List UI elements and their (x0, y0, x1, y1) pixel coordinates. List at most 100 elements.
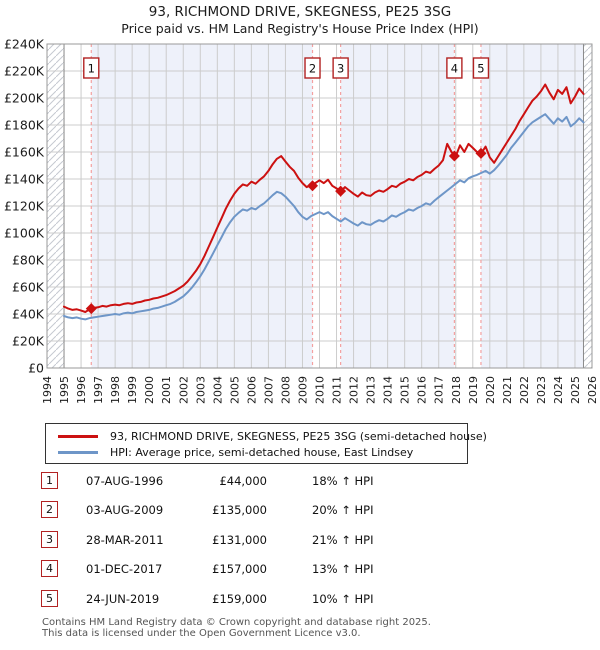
property-series-line (63, 83, 585, 313)
x-axis-label: 2016 (416, 376, 429, 404)
sale-number-badge: 3 (41, 531, 58, 548)
sale-date: 01-DEC-2017 (86, 562, 163, 576)
y-axis-label: £120K (4, 199, 45, 214)
x-axis-label: 1998 (109, 376, 122, 404)
sale-price: £157,000 (212, 562, 267, 576)
sale-hpi-delta: 20% ↑ HPI (312, 503, 374, 517)
x-axis-label: 2019 (467, 376, 480, 404)
y-axis-label: £240K (4, 37, 45, 52)
sale-number-badge: 2 (41, 501, 58, 518)
legend-label-hpi: HPI: Average price, semi-detached house,… (110, 445, 414, 459)
sale-hpi-delta: 13% ↑ HPI (312, 562, 374, 576)
sale-hpi-delta: 18% ↑ HPI (312, 474, 374, 488)
sale-number-box (472, 57, 490, 79)
sale-number-box (446, 57, 463, 79)
x-axis-label: 1997 (92, 376, 105, 404)
y-axis-label: £80K (12, 253, 45, 268)
x-axis-label: 2007 (262, 376, 275, 404)
x-axis-label: 2004 (211, 376, 224, 404)
sale-number-box-label: 1 (88, 62, 95, 76)
x-axis-label: 2001 (160, 376, 173, 404)
x-axis-label: 1995 (58, 376, 71, 404)
x-axis-label: 2008 (279, 376, 292, 404)
sale-row-3: 3 28-MAR-2011 £131,000 21% ↑ HPI (0, 531, 600, 551)
hpi-series-line (63, 113, 585, 321)
page-subtitle: Price paid vs. HM Land Registry's House … (121, 21, 479, 36)
sale-number-badge: 5 (41, 590, 58, 607)
chart-legend: 93, RICHMOND DRIVE, SKEGNESS, PE25 3SG (… (45, 423, 487, 464)
y-axis-label: £140K (4, 172, 45, 187)
y-axis-label: £20K (12, 334, 45, 349)
sale-date: 03-AUG-2009 (86, 503, 164, 517)
sale-number-box-label: 3 (337, 62, 344, 76)
sale-number-badge: 1 (41, 472, 58, 489)
sale-date: 28-MAR-2011 (86, 533, 164, 547)
x-axis-label: 1994 (41, 376, 54, 404)
page-title: 93, RICHMOND DRIVE, SKEGNESS, PE25 3SG (148, 4, 452, 20)
x-axis-label: 2017 (433, 376, 446, 404)
x-axis-label: 2009 (296, 376, 309, 404)
x-axis-label: 2014 (382, 376, 395, 404)
legend-row-hpi: HPI: Average price, semi-detached house,… (46, 444, 467, 460)
x-axis-label: 2012 (348, 376, 361, 404)
sale-price: £159,000 (212, 592, 267, 606)
sale-price: £44,000 (219, 474, 267, 488)
sale-marker-diamond (448, 150, 460, 162)
property-line-swatch (58, 434, 98, 438)
sale-date: 24-JUN-2019 (86, 592, 160, 606)
x-axis-label: 2000 (143, 376, 156, 404)
sale-number-box (304, 57, 321, 79)
x-axis-label: 2005 (228, 376, 241, 404)
x-axis-label: 2010 (314, 376, 327, 404)
sale-row-4: 4 01-DEC-2017 £157,000 13% ↑ HPI (0, 560, 600, 580)
x-axis-label: 2006 (245, 376, 258, 404)
x-axis-label: 2011 (331, 376, 344, 404)
x-axis-label: 2025 (569, 376, 582, 404)
x-axis-label: 2018 (450, 376, 463, 404)
sale-hpi-delta: 10% ↑ HPI (312, 592, 374, 606)
sale-marker-diamond (307, 180, 319, 192)
sale-number-box-label: 4 (451, 62, 458, 76)
x-axis-label: 2026 (586, 376, 599, 404)
y-axis-label: £40K (12, 307, 45, 322)
sale-number-box (83, 57, 100, 79)
sale-row-2: 2 03-AUG-2009 £135,000 20% ↑ HPI (0, 501, 600, 521)
y-axis-label: £220K (4, 64, 45, 79)
plot-border (46, 43, 593, 369)
sale-price: £135,000 (212, 503, 267, 517)
x-axis-label: 1999 (126, 376, 139, 404)
y-axis-label: £100K (4, 226, 45, 241)
sale-marker-diamond (85, 303, 97, 315)
x-axis-label: 2024 (552, 376, 565, 404)
x-axis-label: 2020 (484, 376, 497, 404)
y-axis-label: £60K (12, 280, 45, 295)
x-axis-label: 2023 (535, 376, 548, 404)
sale-number-box-label: 2 (309, 62, 316, 76)
y-axis-label: £0 (28, 361, 44, 376)
copyright-line-2: This data is licensed under the Open Gov… (42, 628, 361, 639)
x-axis-label: 2022 (518, 376, 531, 404)
hpi-line-swatch (58, 450, 98, 454)
copyright-line-1: Contains HM Land Registry data © Crown c… (42, 617, 431, 628)
x-axis-label: 2021 (501, 376, 514, 404)
sale-number-box-label: 5 (477, 62, 484, 76)
sale-marker-diamond (335, 185, 347, 197)
x-axis-label: 2013 (365, 376, 378, 404)
sale-hpi-delta: 21% ↑ HPI (312, 533, 374, 547)
y-axis-label: £200K (4, 91, 45, 106)
sale-number-badge: 4 (41, 560, 58, 577)
legend-row-property: 93, RICHMOND DRIVE, SKEGNESS, PE25 3SG (… (46, 428, 487, 444)
legend-label-property: 93, RICHMOND DRIVE, SKEGNESS, PE25 3SG (… (110, 429, 487, 443)
x-axis-label: 2003 (194, 376, 207, 404)
y-axis-label: £160K (4, 145, 45, 160)
sale-date: 07-AUG-1996 (86, 474, 164, 488)
sale-row-5: 5 24-JUN-2019 £159,000 10% ↑ HPI (0, 590, 600, 610)
sale-marker-diamond (475, 147, 487, 159)
x-axis-label: 2015 (399, 376, 412, 404)
sale-price: £131,000 (212, 533, 267, 547)
y-axis-label: £180K (4, 118, 45, 133)
x-axis-label: 2002 (177, 376, 190, 404)
sale-number-box (332, 57, 349, 79)
x-axis-label: 1996 (75, 376, 88, 404)
price-history-chart: £0 £20K £40K £60K £80K £100K £120K £140K £160K £1… (4, 37, 599, 405)
